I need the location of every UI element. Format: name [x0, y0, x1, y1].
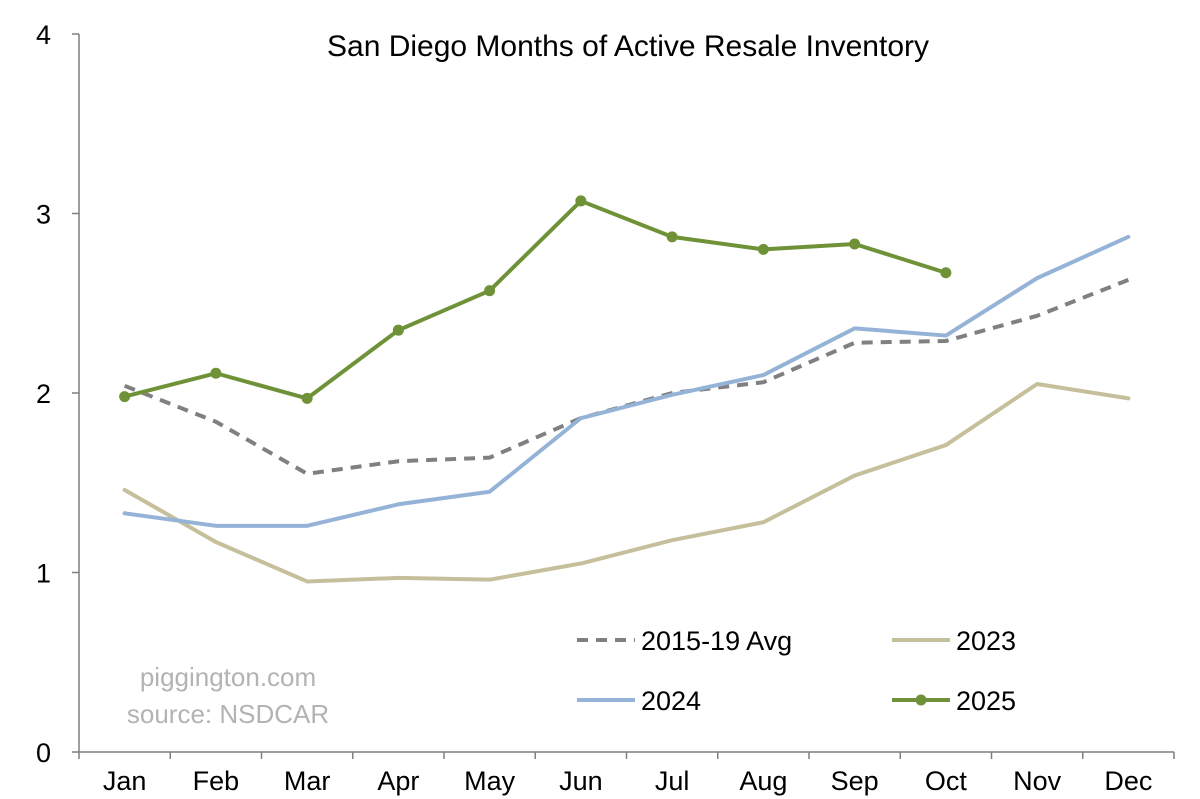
x-tick-label: Oct [925, 766, 968, 796]
series-layer [119, 195, 1131, 584]
y-tick-label: 3 [36, 200, 51, 230]
x-tick-label: Nov [1013, 766, 1062, 796]
x-tick-label: Dec [1104, 766, 1152, 796]
x-tick-label: Apr [377, 766, 419, 796]
series-line-0 [123, 278, 1130, 476]
axes: 0 1 2 3 4 Jan Feb Mar Apr May Jun Jul Aug Sep Oct Nov De… [36, 20, 1175, 796]
series-point [575, 195, 587, 207]
series-point [119, 391, 131, 403]
y-tick-label: 4 [36, 20, 51, 50]
legend: 2015-19 Avg 2023 2024 2025 [577, 626, 1016, 716]
series-line-3 [122, 198, 948, 401]
x-tick-label: Mar [284, 766, 331, 796]
series-point [301, 392, 313, 404]
x-tick-label: Jul [655, 766, 690, 796]
chart-title: San Diego Months of Active Resale Invent… [327, 30, 929, 63]
x-tick-label: Sep [831, 766, 879, 796]
series-point [757, 243, 769, 255]
legend-label: 2024 [641, 686, 701, 716]
series-point [484, 285, 496, 297]
x-tick-label: Jun [559, 766, 603, 796]
series-point [392, 324, 404, 336]
y-tick-label: 1 [36, 559, 51, 589]
series-line-1 [122, 382, 1131, 584]
series-point [666, 231, 678, 243]
watermark-source: source: NSDCAR [127, 699, 329, 729]
series-point [940, 267, 952, 279]
y-tick-label: 0 [36, 738, 51, 768]
legend-label: 2023 [956, 626, 1016, 656]
series-line-2 [122, 234, 1131, 528]
x-tick-label: May [464, 766, 516, 796]
x-tick-label: Aug [739, 766, 787, 796]
y-tick-label: 2 [36, 379, 51, 409]
legend-label: 2015-19 Avg [641, 626, 792, 656]
legend-marker [915, 694, 927, 706]
series-point [210, 367, 222, 379]
x-tick-label: Feb [193, 766, 240, 796]
watermark-site: piggington.com [140, 662, 316, 692]
legend-label: 2025 [956, 686, 1016, 716]
x-tick-label: Jan [103, 766, 147, 796]
series-point [849, 238, 861, 250]
